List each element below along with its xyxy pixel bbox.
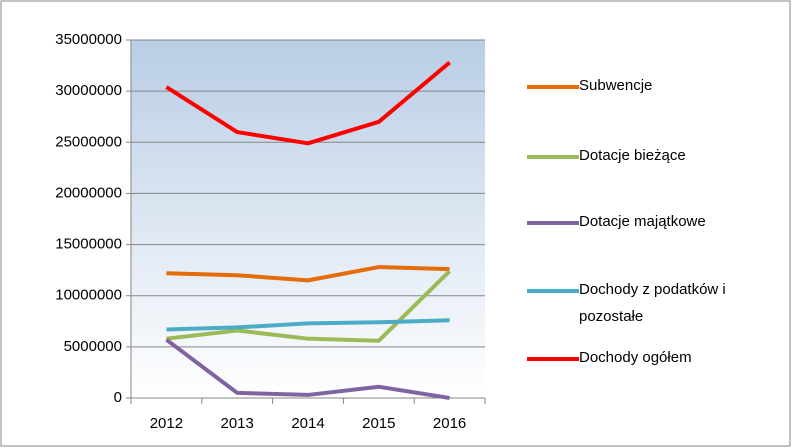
legend-label: Dochody z podatków i pozostałe (579, 281, 726, 325)
legend-item: Dotacje bieżące (527, 146, 744, 169)
y-tick-label: 30000000 (55, 82, 122, 99)
series-line (166, 265, 450, 283)
series-line (165, 60, 451, 146)
legend-swatch (527, 85, 579, 89)
y-tick-label: 20000000 (55, 184, 122, 201)
legend-swatch (527, 155, 579, 159)
y-tick-label: 0 (114, 389, 122, 406)
legend-item: Dochody ogółem (527, 348, 744, 371)
y-tick-label: 10000000 (55, 287, 122, 304)
series-line (166, 318, 450, 332)
series-line (166, 269, 452, 343)
legend-swatch (527, 357, 579, 361)
x-tick-label: 2015 (362, 415, 395, 432)
legend-swatch (527, 221, 579, 225)
legend-item: Subwencje (527, 76, 744, 99)
legend-swatch (527, 289, 579, 293)
x-tick-label: 2014 (291, 415, 324, 432)
y-tick-label: 5000000 (64, 338, 122, 355)
legend-item: Dochody z podatków i pozostałe (527, 280, 744, 330)
series-line (165, 338, 450, 400)
plot-area (131, 40, 485, 398)
legend-label: Dotacje bieżące (579, 147, 686, 164)
legend-label: Dotacje majątkowe (579, 213, 706, 230)
x-tick-label: 2013 (221, 415, 254, 432)
legend-item: Dotacje majątkowe (527, 212, 744, 235)
y-tick-label: 15000000 (55, 236, 122, 253)
x-tick-label: 2012 (150, 415, 183, 432)
y-tick-label: 35000000 (55, 31, 122, 48)
legend-label: Subwencje (579, 77, 653, 94)
x-tick-label: 2016 (433, 415, 466, 432)
legend-label: Dochody ogółem (579, 349, 692, 366)
y-tick-label: 25000000 (55, 133, 122, 150)
